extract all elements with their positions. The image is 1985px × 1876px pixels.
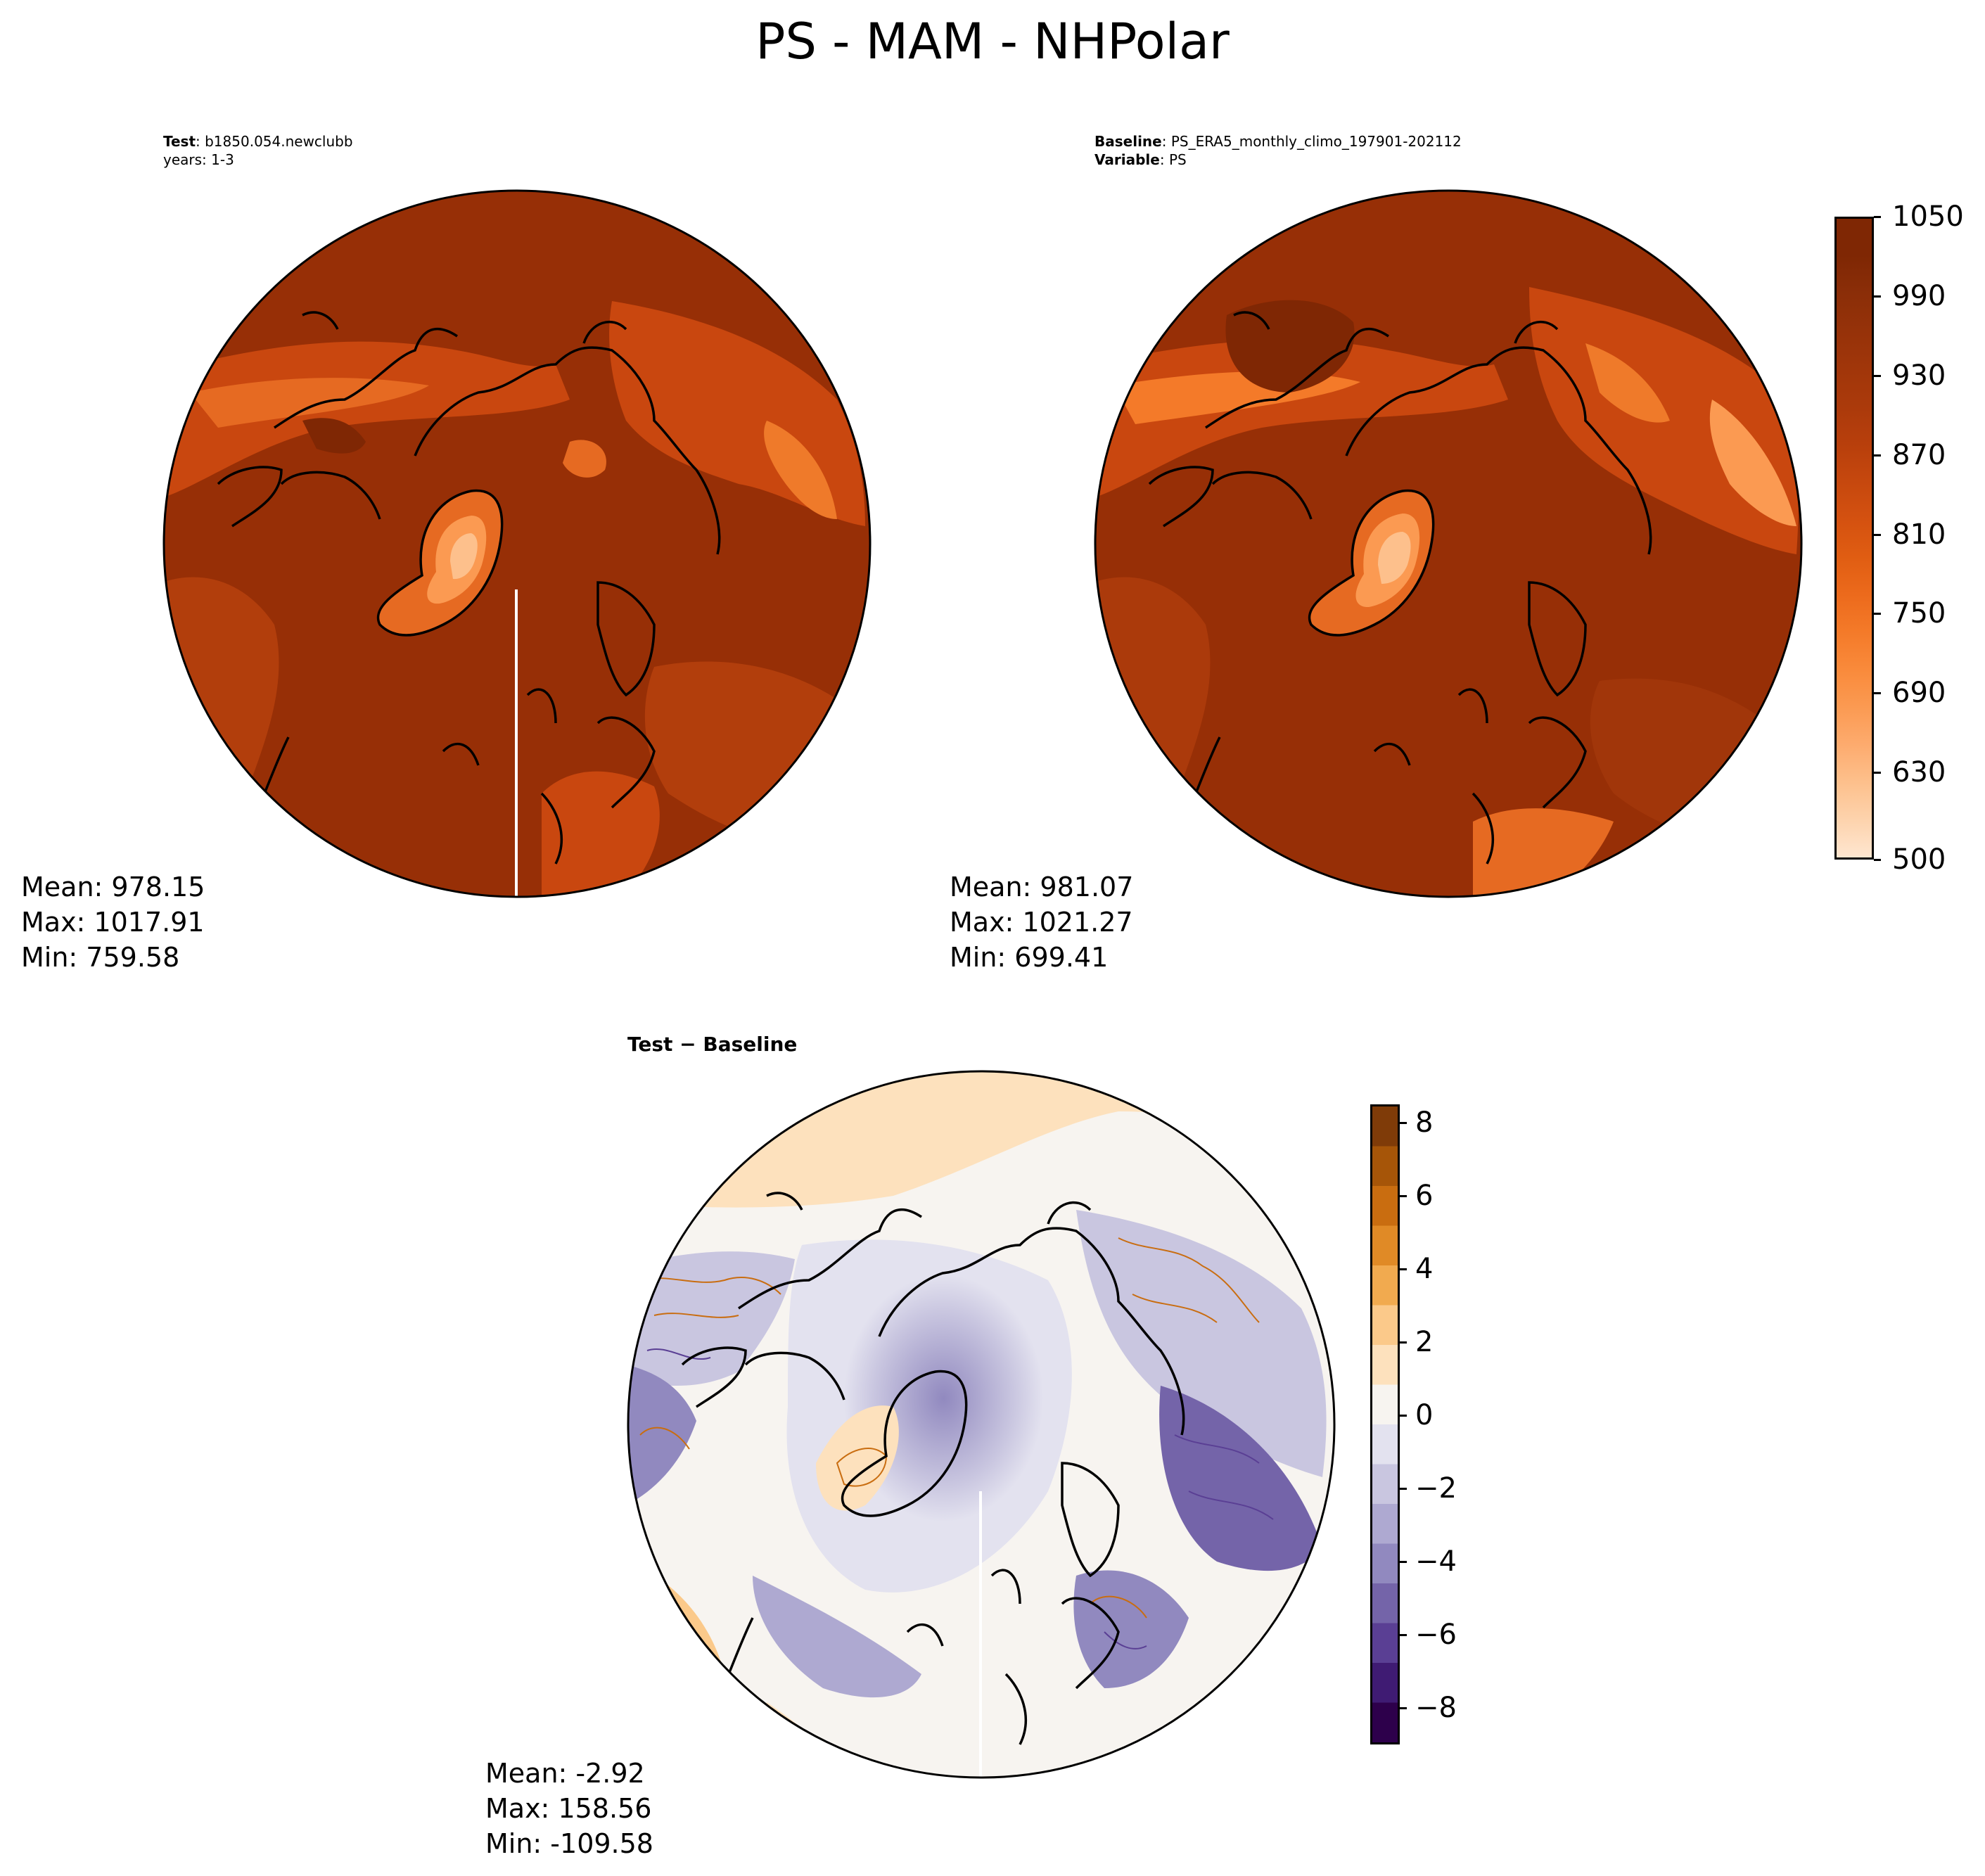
baseline-europe-south: [1473, 808, 1614, 897]
diff-contour-positive: [639, 1237, 1260, 1619]
main-colorbar-ticks: 1050 990 930 870 810 750 690 630 500: [1874, 203, 1984, 874]
diff-colorbar-tick-mark: [1400, 1341, 1407, 1344]
diff-colorbar-tick-mark: [1400, 1707, 1407, 1709]
diff-colorbar-tick-label: −6: [1415, 1619, 1457, 1651]
main-colorbar-tick-mark: [1874, 613, 1881, 615]
baseline-mean: Mean: 981.07: [950, 872, 1134, 902]
diff-canada-mixed: [1076, 1210, 1327, 1477]
diff-colorbar-ticks: 8 6 4 2 0 −2 −4 −6 −8: [1400, 1104, 1493, 1744]
main-colorbar-tick-mark: [1874, 295, 1881, 298]
test-min: Min: 759.58: [21, 942, 180, 973]
test-mean: Mean: 978.15: [21, 872, 205, 902]
figure-title: PS - MAM - NHPolar: [755, 13, 1230, 70]
diff-colorbar-tick-label: −2: [1415, 1472, 1457, 1505]
baseline-max: Max: 1021.27: [950, 907, 1133, 938]
main-colorbar-tick-label: 870: [1892, 438, 1946, 471]
main-colorbar-tick-label: 990: [1892, 279, 1946, 312]
diff-colorbar-tick-label: 4: [1415, 1253, 1434, 1285]
diff-contour-negative: [646, 1348, 1274, 1650]
baseline-variable-label: Variable: [1094, 151, 1160, 168]
main-colorbar-tick-mark: [1874, 859, 1881, 861]
baseline-variable-value: : PS: [1159, 151, 1187, 168]
test-header: Test: b1850.054.newclubb years: 1-3: [163, 132, 353, 169]
diff-colorbar-tick-label: 6: [1415, 1180, 1434, 1212]
test-plateau-patch: [563, 440, 606, 478]
diff-min: Min: -109.58: [485, 1828, 653, 1859]
main-colorbar-tick-label: 750: [1892, 597, 1946, 630]
baseline-min: Min: 699.41: [950, 942, 1109, 973]
main-colorbar-tick-label: 690: [1892, 677, 1946, 710]
diff-europe-negative: [1073, 1570, 1189, 1688]
test-stats: Mean: 978.15 Max: 1017.91 Min: 759.58: [21, 869, 205, 975]
test-years: years: 1-3: [163, 151, 234, 168]
diff-colorbar-tick-label: −4: [1415, 1545, 1457, 1578]
baseline-polar-map: [1094, 189, 1803, 898]
diff-colorbar: [1370, 1104, 1400, 1744]
diff-siberia-mixed: [628, 1251, 795, 1386]
diff-colorbar-tick-label: 0: [1415, 1399, 1434, 1431]
main-colorbar-tick-mark: [1874, 533, 1881, 536]
baseline-greenland-peak: [1378, 532, 1411, 584]
test-greenland-peak: [450, 533, 478, 580]
baseline-rockies-patch: [1709, 400, 1796, 526]
diff-max: Max: 158.56: [485, 1793, 652, 1824]
diff-colorbar-tick-label: 2: [1415, 1326, 1434, 1358]
main-colorbar-tick-label: 500: [1892, 843, 1946, 876]
diff-seam-artifact: [979, 1491, 982, 1778]
test-seam-artifact: [515, 589, 518, 897]
baseline-header: Baseline: PS_ERA5_monthly_climo_197901-2…: [1094, 132, 1462, 169]
main-colorbar: [1834, 217, 1874, 860]
main-colorbar-tick-label: 930: [1892, 359, 1946, 392]
test-europe-south: [542, 771, 660, 897]
baseline-plateau-patch: [1585, 343, 1670, 423]
diff-greenland-positive: [816, 1405, 899, 1511]
test-arctic-high: [302, 418, 366, 454]
test-polar-map: [162, 189, 872, 898]
main-colorbar-tick-label: 630: [1892, 756, 1946, 789]
diff-polar-map: [627, 1070, 1336, 1779]
test-rockies-patch: [764, 421, 837, 519]
main-colorbar-tick-label: 1050: [1892, 200, 1964, 233]
test-header-label: Test: [163, 133, 196, 150]
diff-colorbar-tick-mark: [1400, 1488, 1407, 1490]
baseline-stats: Mean: 981.07 Max: 1021.27 Min: 699.41: [950, 869, 1133, 975]
diff-colorbar-tick-mark: [1400, 1122, 1407, 1124]
test-highland-patch-1: [190, 378, 429, 428]
test-siberia-band: [164, 341, 570, 498]
test-map-boundary: [162, 189, 872, 898]
diff-atlantic-negative: [753, 1576, 921, 1698]
diff-colorbar-tick-mark: [1400, 1268, 1407, 1270]
diff-colorbar-tick-label: −8: [1415, 1692, 1457, 1724]
diff-map-boundary: [627, 1070, 1336, 1779]
diff-asia-negative: [628, 1365, 696, 1505]
diff-colorbar-tick-mark: [1400, 1561, 1407, 1563]
baseline-header-label: Baseline: [1094, 133, 1162, 150]
diff-colorbar-tick-mark: [1400, 1634, 1407, 1636]
main-colorbar-tick-mark: [1874, 772, 1881, 774]
test-coastlines: [217, 311, 721, 864]
diff-header: Test − Baseline: [627, 1033, 798, 1056]
diff-rockies-negative: [1159, 1386, 1322, 1571]
diff-colorbar-tick-mark: [1400, 1195, 1407, 1197]
baseline-arctic-high: [1225, 300, 1355, 393]
baseline-case-name: : PS_ERA5_monthly_climo_197901-202112: [1161, 133, 1462, 150]
diff-stats: Mean: -2.92 Max: 158.56 Min: -109.58: [485, 1756, 653, 1861]
diff-colorbar-tick-label: 8: [1415, 1106, 1434, 1139]
test-max: Max: 1017.91: [21, 907, 205, 938]
main-colorbar-tick-mark: [1874, 692, 1881, 695]
main-colorbar-tick-mark: [1874, 216, 1881, 218]
main-colorbar-tick-label: 810: [1892, 518, 1946, 551]
diff-mean: Mean: -2.92: [485, 1758, 645, 1789]
main-colorbar-tick-mark: [1874, 374, 1881, 377]
baseline-map-boundary: [1094, 189, 1803, 898]
test-case-name: : b1850.054.newclubb: [196, 133, 353, 150]
diff-colorbar-tick-mark: [1400, 1415, 1407, 1417]
main-colorbar-tick-mark: [1874, 454, 1881, 457]
